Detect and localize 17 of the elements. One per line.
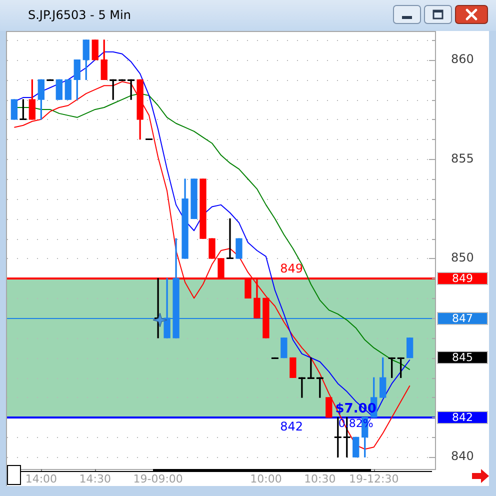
ref-line-label: 849: [452, 272, 473, 285]
y-tick-label: 840: [451, 449, 474, 464]
y-tick-label: 850: [451, 250, 474, 265]
x-tick-label: 19-09:00: [133, 472, 183, 486]
ref-line-label: 847: [452, 312, 473, 325]
x-tick-label: 14:30: [79, 472, 111, 486]
annotation: 849: [280, 261, 304, 276]
x-tick-label: 10:00: [250, 472, 282, 486]
chart-title: S.JP.J6503 - 5 Min: [28, 8, 131, 22]
x-tick-label: 14:00: [25, 472, 58, 486]
y-tick-label: 855: [451, 151, 474, 166]
x-tick-label: 19-12:30: [349, 472, 399, 486]
annotation: 842: [280, 419, 304, 434]
ref-line-label: 842: [452, 410, 473, 424]
y-tick-label: 860: [451, 52, 474, 66]
text: 845: [452, 350, 473, 364]
x-tick-label: 10:30: [304, 472, 336, 486]
